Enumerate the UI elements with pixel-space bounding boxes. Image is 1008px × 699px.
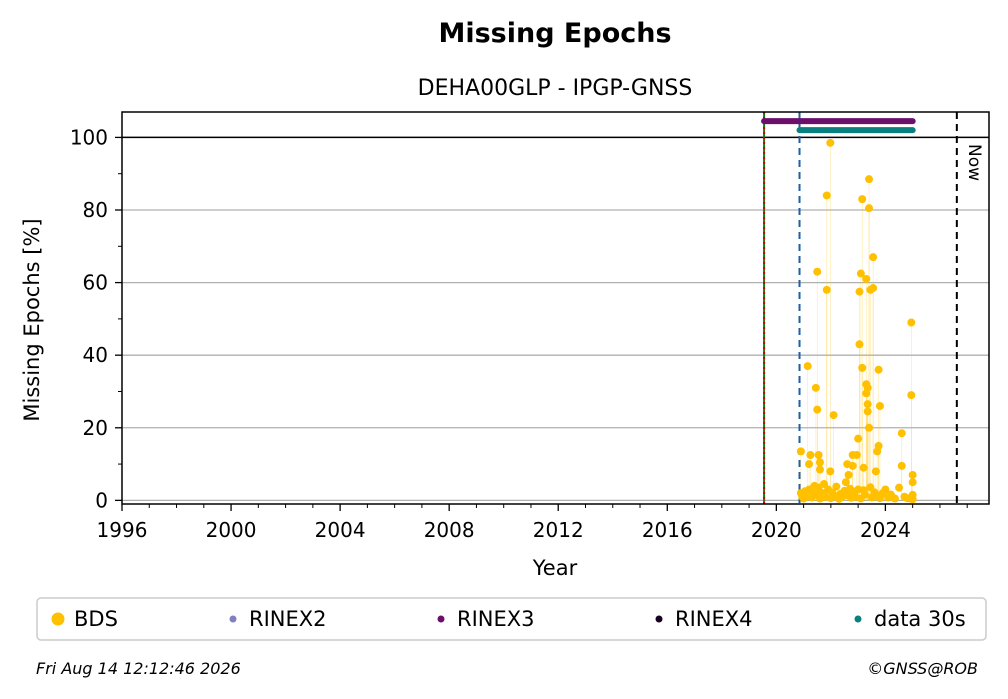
legend-marker-3 <box>655 615 663 623</box>
data-point-bds-47 <box>908 470 917 479</box>
data-point-bds-16 <box>848 461 857 470</box>
x-tick-label-2004: 2004 <box>315 518 366 542</box>
plot-area: 0 20 40 60 80 100 1996 2000 2004 2008 2012 2016 2020… <box>70 111 990 542</box>
data-point-bds-38 <box>871 467 880 476</box>
data-point-bds-68 <box>832 482 841 491</box>
legend-box <box>36 597 987 641</box>
x-tick-label-2020: 2020 <box>751 518 802 542</box>
data-point-bds-25 <box>859 463 868 472</box>
x-tick-label-1996: 1996 <box>97 518 148 542</box>
data-point-bds-83 <box>860 490 869 499</box>
data-point-bds-75 <box>844 470 853 479</box>
x-tick-label-2016: 2016 <box>642 518 693 542</box>
data-point-bds-30 <box>863 400 872 409</box>
data-point-bds-62 <box>820 480 829 489</box>
data-point-bds-8 <box>815 458 824 467</box>
data-point-bds-31 <box>863 407 872 416</box>
legend-label-4: data 30s <box>874 607 966 631</box>
chart-subtitle: DEHA00GLP - IPGP-GNSS <box>418 76 693 101</box>
data-point-bds-32 <box>865 423 874 432</box>
y-tick-label-20: 20 <box>83 416 108 440</box>
data-point-bds-40 <box>874 441 883 450</box>
now-label: Now <box>964 144 984 181</box>
legend-label-3: RINEX4 <box>675 607 753 631</box>
data-point-bds-11 <box>822 191 831 200</box>
data-point-bds-9 <box>815 465 824 474</box>
data-point-bds-3 <box>805 460 814 469</box>
data-point-bds-12 <box>826 138 835 147</box>
legend-label-0: BDS <box>74 607 118 631</box>
data-point-bds-36 <box>869 284 878 293</box>
y-tick-label-100: 100 <box>70 125 108 149</box>
y-axis-label: Missing Epochs [%] <box>20 218 44 421</box>
legend-marker-1 <box>229 615 237 623</box>
data-point-bds-23 <box>858 195 867 204</box>
data-point-bds-34 <box>865 175 874 184</box>
legend-marker-4 <box>854 615 862 623</box>
data-point-bds-1 <box>803 362 812 371</box>
y-tick-label-40: 40 <box>83 343 108 367</box>
legend: BDS RINEX2 RINEX3 RINEX4 data 30s <box>36 597 987 641</box>
data-point-bds-24 <box>858 363 867 372</box>
x-tick-label-2000: 2000 <box>206 518 257 542</box>
data-point-bds-73 <box>841 478 850 487</box>
data-point-bds-14 <box>829 411 838 420</box>
data-point-bds-43 <box>897 429 906 438</box>
data-point-bds-41 <box>874 365 883 374</box>
data-point-bds-19 <box>854 434 863 443</box>
legend-label-2: RINEX3 <box>457 607 535 631</box>
data-point-bds-48 <box>908 478 917 487</box>
data-point-bds-29 <box>863 383 872 392</box>
data-point-bds-44 <box>897 461 906 470</box>
y-tick-label-0: 0 <box>95 488 108 512</box>
y-tick-label-60: 60 <box>83 271 108 295</box>
plot-frame <box>121 111 990 505</box>
data-point-bds-18 <box>852 451 861 459</box>
data-point-bds-7 <box>814 451 823 459</box>
data-point-bds-33 <box>865 204 874 213</box>
data-point-bds-42 <box>875 402 884 410</box>
y-tick-label-80: 80 <box>83 198 108 222</box>
chart-title: Missing Epochs <box>438 18 671 49</box>
data-point-bds-10 <box>822 285 831 294</box>
data-point-bds-26 <box>862 274 871 283</box>
legend-label-1: RINEX2 <box>249 607 327 631</box>
data-point-bds-90 <box>881 485 890 494</box>
data-point-bds-6 <box>813 405 822 414</box>
data-point-bds-0 <box>796 447 805 456</box>
legend-marker-2 <box>437 615 445 623</box>
data-point-bds-93 <box>890 494 899 503</box>
data-point-bds-22 <box>856 269 865 278</box>
data-point-bds-21 <box>855 287 864 296</box>
footer-timestamp: Fri Aug 14 12:12:46 2026 <box>36 659 241 678</box>
footer-copyright: ©GNSS@ROB <box>867 659 978 678</box>
data-point-bds-37 <box>869 253 878 262</box>
x-tick-label-2012: 2012 <box>533 518 584 542</box>
data-point-bds-4 <box>811 383 820 392</box>
data-point-bds-2 <box>806 451 815 459</box>
data-point-bds-5 <box>813 267 822 276</box>
data-point-bds-13 <box>826 467 835 476</box>
x-tick-label-2024: 2024 <box>860 518 911 542</box>
legend-marker-0 <box>51 612 65 626</box>
data-point-bds-20 <box>855 340 864 349</box>
data-point-bds-94 <box>895 483 904 492</box>
x-axis-label: Year <box>532 556 578 580</box>
data-point-bds-46 <box>907 391 916 400</box>
data-point-bds-99 <box>908 495 917 504</box>
x-tick-label-2008: 2008 <box>424 518 475 542</box>
data-point-bds-45 <box>907 318 916 327</box>
